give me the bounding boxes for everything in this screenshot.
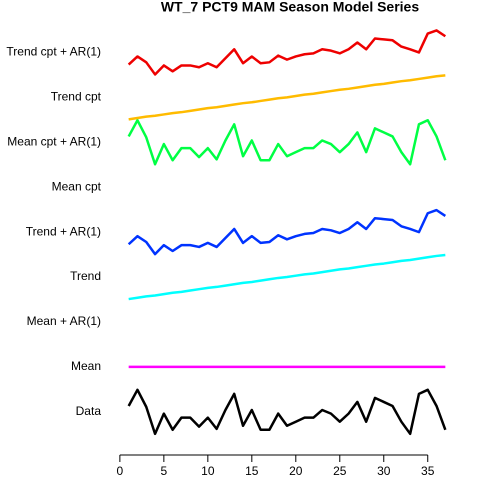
x-tick-label: 35: [421, 464, 435, 478]
y-tick-label: Trend cpt: [51, 90, 102, 104]
x-tick-label: 25: [333, 464, 347, 478]
y-tick-label: Mean cpt + AR(1): [7, 134, 101, 148]
series-line: [127, 208, 447, 256]
series-line: [127, 119, 447, 166]
x-tick-label: 0: [117, 464, 124, 478]
chart-title: WT_7 PCT9 MAM Season Model Series: [161, 0, 419, 15]
x-tick-label: 10: [201, 464, 215, 478]
y-tick-label: Data: [76, 404, 102, 418]
x-tick-label: 30: [377, 464, 391, 478]
x-tick-label: 15: [245, 464, 259, 478]
series-line: [127, 29, 447, 76]
x-tick-label: 5: [161, 464, 168, 478]
y-tick-label: Mean: [71, 359, 101, 373]
y-tick-label: Trend cpt + AR(1): [6, 45, 101, 59]
series-line: [128, 74, 446, 121]
series-line: [128, 253, 446, 301]
y-tick-label: Mean cpt: [52, 179, 102, 193]
y-tick-label: Trend + AR(1): [26, 224, 101, 238]
y-tick-label: Mean + AR(1): [27, 314, 101, 328]
x-tick-label: 20: [289, 464, 303, 478]
y-tick-label: Trend: [70, 269, 101, 283]
series-line: [127, 388, 447, 436]
